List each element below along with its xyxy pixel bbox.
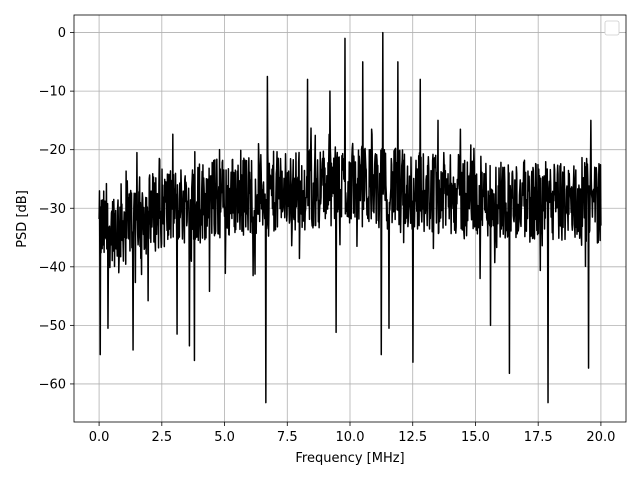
y-tick-label: −10: [39, 85, 66, 100]
y-tick-label: 0: [58, 26, 66, 41]
x-tick-label: 2.5: [151, 430, 172, 445]
x-axis-label: Frequency [MHz]: [295, 451, 404, 466]
y-tick-label: −60: [39, 377, 66, 392]
y-tick-label: −50: [39, 319, 66, 334]
x-tick-label: 0.0: [89, 430, 110, 445]
y-tick-label: −30: [39, 202, 66, 217]
x-tick-label: 15.0: [461, 430, 490, 445]
legend-box: [604, 20, 620, 36]
x-tick-label: 12.5: [398, 430, 427, 445]
x-tick-label: 10.0: [336, 430, 365, 445]
x-tick-label: 20.0: [586, 430, 615, 445]
y-axis: 0 −10 −20 −30 −40 −50 −60: [39, 26, 74, 392]
x-axis: 0.0 2.5 5.0 7.5 10.0 12.5 15.0 17.5 20.0: [89, 422, 615, 445]
x-tick-label: 17.5: [524, 430, 553, 445]
x-tick-label: 7.5: [277, 430, 298, 445]
y-tick-label: −20: [39, 143, 66, 158]
y-tick-label: −40: [39, 260, 66, 275]
x-tick-label: 5.0: [214, 430, 235, 445]
y-axis-label: PSD [dB]: [15, 190, 30, 248]
psd-series-line: [98, 31, 602, 404]
plot-area: [98, 31, 602, 404]
